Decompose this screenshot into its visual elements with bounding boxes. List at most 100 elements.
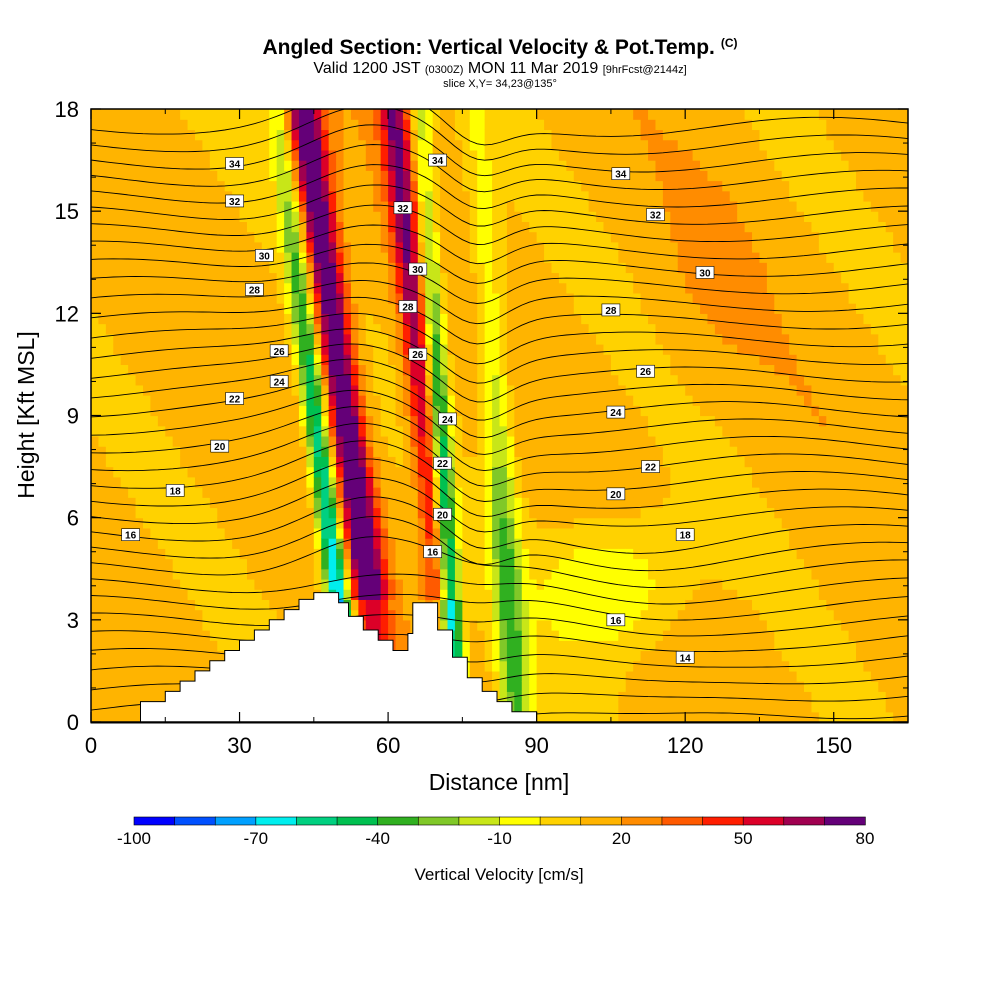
velocity-cell [128,650,137,662]
velocity-cell [484,282,493,294]
velocity-cell [603,578,612,590]
velocity-cell [172,343,181,355]
velocity-cell [655,292,664,304]
velocity-cell [150,476,159,488]
velocity-cell [157,231,166,243]
velocity-cell [180,313,189,325]
velocity-cell [165,252,174,263]
velocity-cell [165,374,174,386]
velocity-cell [692,160,701,171]
velocity-cell [202,578,211,590]
velocity-cell [120,466,129,478]
velocity-cell [685,609,694,621]
velocity-cell [447,609,456,621]
velocity-cell [670,303,679,314]
velocity-cell [417,415,426,427]
velocity-cell [336,527,345,539]
velocity-cell [128,272,137,284]
velocity-cell [276,589,285,600]
velocity-cell [336,211,345,222]
velocity-cell [618,313,627,325]
velocity-cell [343,149,352,161]
velocity-cell [685,364,694,376]
velocity-cell [217,476,226,488]
velocity-cell [239,517,248,529]
velocity-cell [402,129,411,141]
velocity-cell [462,578,471,590]
velocity-cell [521,538,530,549]
velocity-cell [187,446,196,457]
velocity-cell [165,354,174,366]
velocity-cell [499,109,508,120]
velocity-cell [98,599,107,611]
velocity-cell [224,149,233,161]
velocity-cell [365,313,374,325]
velocity-cell [670,701,679,713]
velocity-cell [655,149,664,161]
velocity-cell [410,507,419,519]
velocity-cell [113,364,122,376]
velocity-cell [224,640,233,652]
velocity-cell [596,221,605,233]
velocity-cell [425,180,434,192]
velocity-cell [180,670,189,682]
velocity-cell [499,599,508,611]
velocity-cell [180,149,189,161]
velocity-cell [499,466,508,478]
velocity-cell [514,435,523,447]
velocity-cell [514,476,523,488]
velocity-cell [677,200,686,212]
velocity-cell [499,527,508,539]
velocity-cell [402,139,411,151]
velocity-cell [588,343,597,355]
velocity-cell [581,384,590,396]
velocity-cell [113,313,122,325]
velocity-cell [707,650,716,662]
velocity-cell [440,180,449,192]
velocity-cell [596,354,605,366]
velocity-cell [239,578,248,590]
velocity-cell [388,456,397,468]
velocity-cell [217,292,226,304]
velocity-cell [692,701,701,713]
velocity-cell [618,527,627,539]
velocity-cell [321,364,330,376]
velocity-cell [194,435,204,447]
velocity-cell [625,476,634,488]
velocity-cell [566,558,575,570]
velocity-cell [521,200,530,212]
velocity-cell [343,405,352,417]
velocity-cell [499,650,508,662]
velocity-cell [410,405,419,417]
velocity-cell [165,384,174,396]
velocity-cell [492,548,501,560]
velocity-cell [232,282,241,294]
velocity-cell [276,548,285,560]
velocity-cell [581,568,590,580]
velocity-cell [640,650,649,662]
velocity-cell [588,446,597,457]
velocity-cell [640,282,649,294]
velocity-cell [209,109,218,120]
velocity-cell [232,180,241,192]
velocity-cell [529,129,538,141]
velocity-cell [358,507,367,519]
velocity-cell [395,211,404,222]
velocity-cell [202,415,211,427]
velocity-cell [105,466,114,478]
velocity-cell [603,681,612,692]
velocity-cell [447,252,456,263]
velocity-cell [603,691,612,703]
velocity-cell [217,190,226,202]
velocity-cell [328,231,337,243]
velocity-cell [402,292,411,304]
velocity-cell [105,119,114,131]
velocity-cell [544,384,553,396]
velocity-cell [373,190,382,202]
velocity-cell [581,303,590,314]
velocity-cell [625,497,634,509]
velocity-cell [91,129,100,141]
velocity-cell [588,415,597,427]
velocity-cell [573,701,582,713]
velocity-cell [499,395,508,406]
